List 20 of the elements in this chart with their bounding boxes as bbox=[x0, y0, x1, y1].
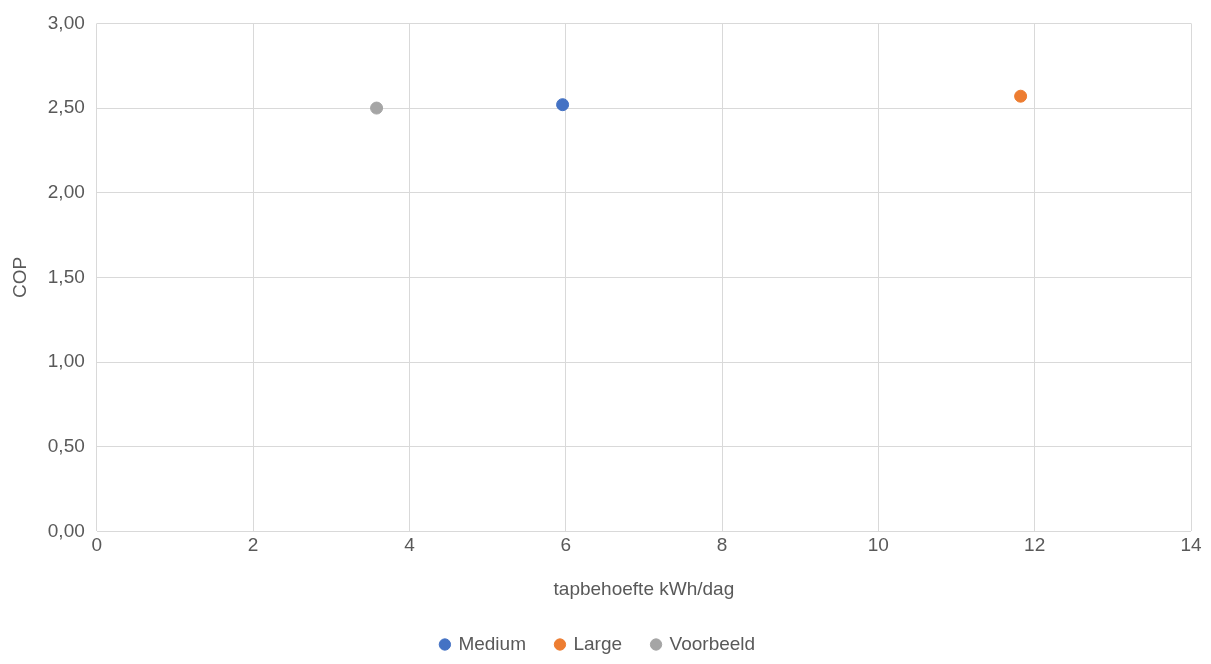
x-axis-title: tapbehoefte kWh/dag bbox=[553, 577, 735, 599]
y-tick-label: 0,00 bbox=[47, 519, 85, 541]
legend-label: Medium bbox=[458, 632, 526, 654]
legend-label: Large bbox=[573, 632, 623, 654]
x-tick-label: 8 bbox=[716, 534, 728, 556]
y-tick-label: 1,00 bbox=[47, 350, 85, 372]
x-tick-label: 14 bbox=[1180, 534, 1202, 556]
legend-label: Voorbeeld bbox=[669, 632, 756, 654]
x-tick-label: 12 bbox=[1024, 534, 1046, 556]
y-axis-title: COP bbox=[8, 256, 30, 298]
x-tick-label: 2 bbox=[247, 534, 259, 556]
x-tick-label: 6 bbox=[560, 534, 572, 556]
y-tick-label: 1,50 bbox=[47, 265, 85, 287]
y-tick-label: 0,50 bbox=[47, 434, 85, 456]
x-tick-label: 10 bbox=[867, 534, 889, 556]
y-tick-label: 2,50 bbox=[47, 96, 85, 118]
y-tick-label: 3,00 bbox=[47, 11, 85, 33]
x-tick-label: 4 bbox=[404, 534, 416, 556]
x-tick-label: 0 bbox=[91, 534, 103, 556]
y-tick-label: 2,00 bbox=[47, 180, 85, 202]
